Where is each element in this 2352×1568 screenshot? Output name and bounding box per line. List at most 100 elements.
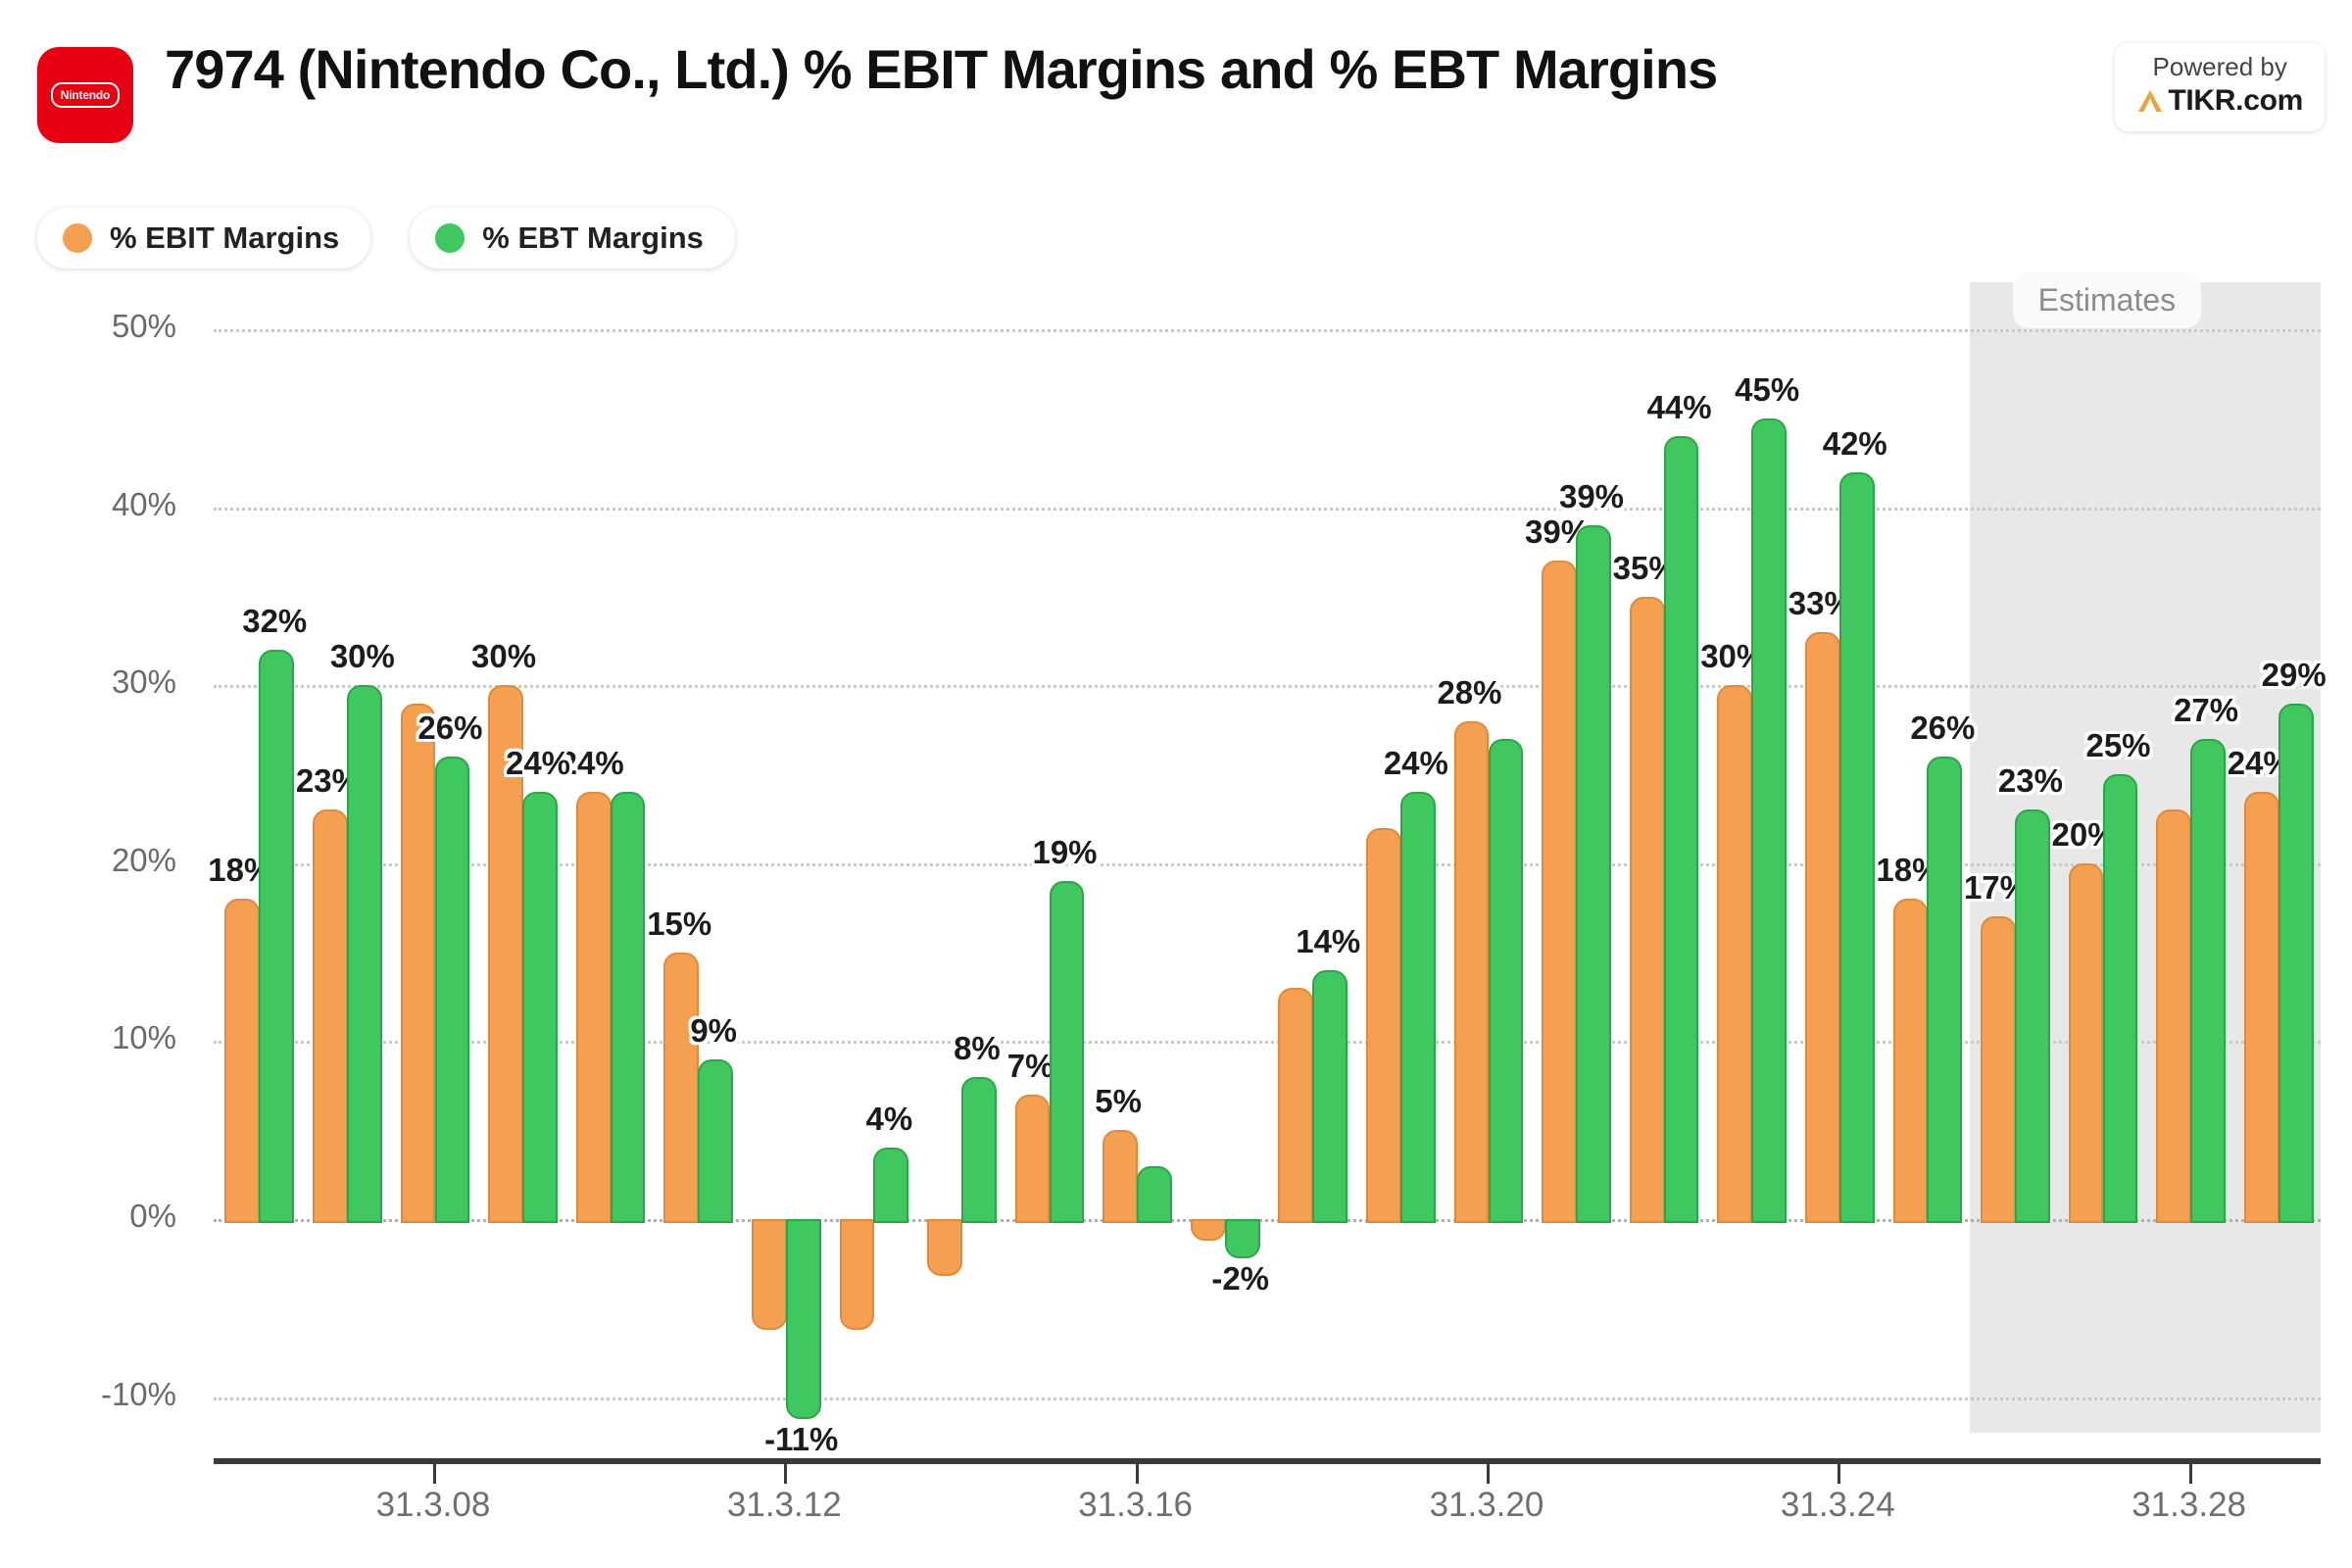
bar-ebt[interactable] (1488, 738, 1524, 1223)
bar-value-label: 44% (1646, 389, 1712, 426)
gridline (214, 1396, 2321, 1400)
bar-value-label: 14% (1296, 922, 1361, 959)
bar-value-label: 29% (2261, 656, 2327, 693)
bar-value-label: 32% (242, 603, 308, 640)
bar-ebit[interactable] (400, 703, 436, 1223)
bar-ebt[interactable] (1399, 792, 1436, 1223)
bar-ebit[interactable] (1278, 988, 1314, 1223)
bar-ebit[interactable] (927, 1219, 962, 1277)
bar-value-label: 30% (329, 638, 395, 675)
bar-ebt[interactable] (2190, 738, 2226, 1223)
bar-ebit[interactable] (839, 1219, 875, 1330)
bar-ebit[interactable] (2068, 862, 2104, 1223)
gridline (214, 507, 2321, 511)
x-axis-tick-mark (784, 1464, 788, 1484)
bar-value-label: 42% (1822, 424, 1887, 462)
bar-ebt[interactable] (1751, 418, 1788, 1223)
gridline (214, 1219, 2321, 1222)
bar-ebt[interactable] (610, 792, 646, 1223)
x-axis-tick-label: 31.3.16 (1078, 1486, 1194, 1524)
bar-ebit[interactable] (1014, 1094, 1051, 1223)
bar-ebit[interactable] (1717, 685, 1753, 1223)
bar-value-label: 19% (1032, 834, 1098, 871)
bar-ebit[interactable] (1366, 827, 1401, 1223)
bar-ebit[interactable] (1102, 1130, 1139, 1223)
bar-ebit[interactable] (1453, 720, 1490, 1223)
tikr-brand-name: TIKR.com (2168, 83, 2303, 117)
bar-ebt[interactable] (2015, 809, 2050, 1223)
y-axis-tick-label: -10% (100, 1375, 176, 1412)
bar-value-label: 45% (1735, 371, 1800, 409)
bar-ebit[interactable] (751, 1219, 787, 1330)
chart-header: Nintendo 7974 (Nintendo Co., Ltd.) % EBI… (0, 0, 2352, 167)
bar-ebt[interactable] (1049, 881, 1085, 1223)
legend-item-ebit[interactable]: % EBIT Margins (37, 208, 371, 269)
bar-ebt[interactable] (1312, 969, 1348, 1223)
bar-ebt[interactable] (1838, 471, 1875, 1223)
bar-ebt[interactable] (259, 650, 295, 1223)
bar-ebit[interactable] (1892, 899, 1929, 1223)
powered-by-badge[interactable]: Powered by TIKR.com (2115, 43, 2325, 131)
bar-ebt[interactable] (1576, 525, 1611, 1223)
bar-ebt[interactable] (346, 685, 382, 1223)
x-axis-tick-label: 31.3.08 (375, 1486, 491, 1524)
bar-value-label: -11% (764, 1420, 839, 1457)
bar-ebt[interactable] (698, 1058, 734, 1223)
bar-ebt[interactable] (2102, 774, 2138, 1223)
y-axis-tick-label: 30% (111, 663, 176, 701)
bar-ebit[interactable] (224, 899, 261, 1223)
bar-ebt[interactable] (434, 757, 470, 1223)
bar-ebt[interactable] (1663, 436, 1699, 1223)
bar-value-label: 27% (2174, 691, 2239, 728)
legend-swatch-ebt (435, 223, 466, 253)
bar-ebit[interactable] (488, 685, 523, 1223)
bar-value-label: 24% (559, 745, 624, 782)
bar-value-label: 30% (471, 638, 537, 675)
bar-ebt[interactable] (785, 1219, 821, 1419)
y-axis-tick-label: 0% (129, 1198, 176, 1234)
bar-value-label: -2% (1211, 1260, 1270, 1298)
bar-ebt[interactable] (1137, 1165, 1172, 1223)
bar-value-label: 8% (954, 1029, 1001, 1066)
bar-ebt[interactable] (2278, 703, 2314, 1223)
bar-ebt[interactable] (1224, 1219, 1260, 1259)
gridline (214, 685, 2321, 689)
bar-value-label: 7% (1006, 1047, 1054, 1084)
estimates-badge: Estimates (2012, 272, 2202, 328)
legend-label-ebit: % EBIT Margins (110, 220, 340, 255)
nintendo-logo: Nintendo (37, 47, 133, 143)
chart-legend: % EBIT Margins % EBT Margins (37, 208, 735, 269)
bar-ebt[interactable] (961, 1076, 997, 1223)
gridline (214, 329, 2321, 333)
legend-swatch-ebit (63, 223, 92, 253)
bar-ebit[interactable] (1190, 1219, 1226, 1242)
bar-ebit[interactable] (663, 952, 700, 1223)
x-axis-tick-label: 31.3.12 (726, 1486, 842, 1524)
x-axis-tick-label: 31.3.24 (1780, 1486, 1895, 1524)
gridline (214, 1041, 2321, 1045)
bar-ebit[interactable] (1804, 631, 1840, 1223)
y-axis-tick-label: 10% (111, 1019, 176, 1056)
bar-ebit[interactable] (2243, 792, 2279, 1223)
x-axis-tick-mark (1486, 1464, 1490, 1484)
bar-ebt[interactable] (522, 792, 558, 1223)
bar-ebit[interactable] (2156, 809, 2192, 1223)
bar-value-label: 28% (1437, 673, 1502, 710)
legend-item-ebt[interactable]: % EBT Margins (410, 208, 735, 269)
gridline (214, 862, 2321, 866)
bar-value-label: 24% (505, 745, 571, 782)
nintendo-logo-text: Nintendo (51, 82, 120, 108)
bar-ebit[interactable] (1542, 561, 1577, 1223)
bar-ebt[interactable] (873, 1148, 909, 1223)
bar-ebit[interactable] (1981, 916, 2016, 1223)
bar-ebit[interactable] (313, 809, 348, 1223)
bar-value-label: 25% (2085, 727, 2151, 764)
bar-ebit[interactable] (1629, 596, 1665, 1223)
x-axis-tick-mark (1135, 1464, 1139, 1484)
bar-value-label: 26% (417, 710, 483, 746)
bar-ebit[interactable] (575, 792, 612, 1223)
bar-value-label: 26% (1910, 710, 1976, 746)
bar-ebt[interactable] (1927, 757, 1963, 1223)
x-axis-tick-mark (1838, 1464, 1841, 1484)
y-axis-tick-label: 50% (111, 308, 176, 345)
